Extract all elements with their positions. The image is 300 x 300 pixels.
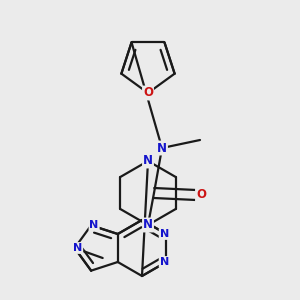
Text: N: N	[160, 229, 169, 239]
Text: N: N	[160, 257, 169, 267]
Text: N: N	[143, 154, 153, 167]
Text: N: N	[73, 243, 82, 253]
Text: N: N	[157, 142, 167, 154]
Text: N: N	[89, 220, 99, 230]
Text: O: O	[143, 86, 153, 100]
Text: O: O	[196, 188, 206, 202]
Text: N: N	[143, 218, 153, 232]
